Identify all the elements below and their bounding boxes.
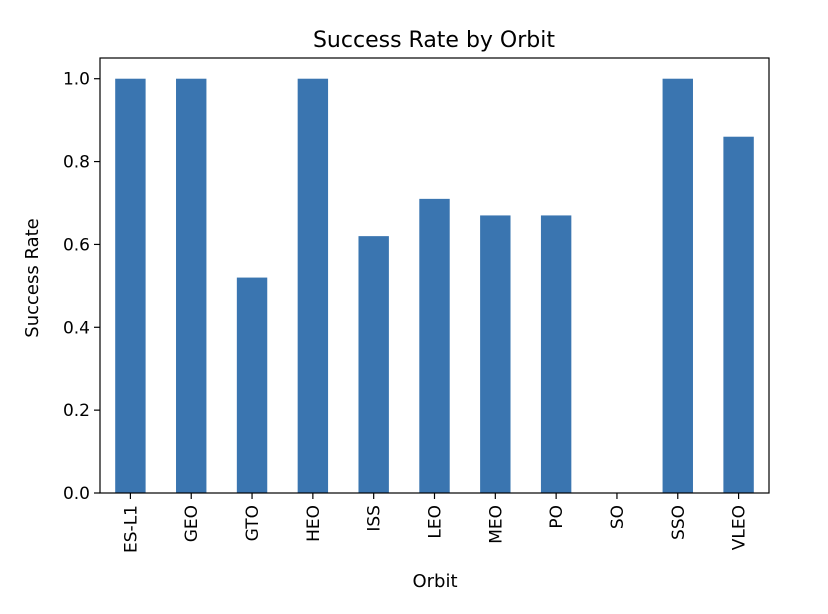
y-tick-label: 0.0 — [63, 484, 90, 504]
x-tick-label: ISS — [365, 505, 385, 532]
x-tick-label: HEO — [304, 505, 324, 542]
bar-sso — [662, 78, 693, 494]
bar-geo — [176, 78, 207, 494]
bar-iss — [358, 236, 389, 493]
x-tick-label: VLEO — [730, 505, 750, 550]
y-tick-label: 0.2 — [63, 401, 90, 421]
bar-po — [540, 215, 572, 493]
bar-leo — [419, 198, 450, 494]
chart-title: Success Rate by Orbit — [313, 28, 555, 53]
x-axis-label: Orbit — [412, 571, 457, 592]
y-tick-label: 0.8 — [63, 153, 90, 173]
x-tick-label: PO — [547, 505, 567, 529]
y-axis-label: Success Rate — [22, 218, 43, 337]
x-tick-label: MEO — [486, 505, 506, 544]
x-tick-label: LEO — [426, 505, 446, 539]
bar-heo — [297, 78, 329, 494]
bar-meo — [480, 215, 511, 493]
bar-gto — [236, 277, 268, 493]
y-tick-label: 1.0 — [63, 70, 90, 90]
x-tick-label: GEO — [182, 505, 202, 542]
x-tick-label: GTO — [243, 505, 263, 541]
plot-frame — [99, 57, 770, 494]
x-tick-label: ES-L1 — [121, 505, 141, 553]
x-tick-label: SSO — [669, 505, 689, 540]
bar-es-l1 — [115, 78, 146, 494]
y-axis: 0.0 0.2 0.4 0.6 0.8 1.0 — [63, 70, 100, 504]
x-axis: ES-L1 GEO GTO HEO ISS LEO MEO PO SO SSO VLEO — [121, 493, 750, 553]
y-tick-label: 0.6 — [63, 235, 90, 255]
bar-vleo — [723, 136, 754, 493]
y-tick-label: 0.4 — [63, 318, 90, 338]
x-tick-label: SO — [608, 505, 628, 529]
bars-group — [115, 78, 754, 494]
